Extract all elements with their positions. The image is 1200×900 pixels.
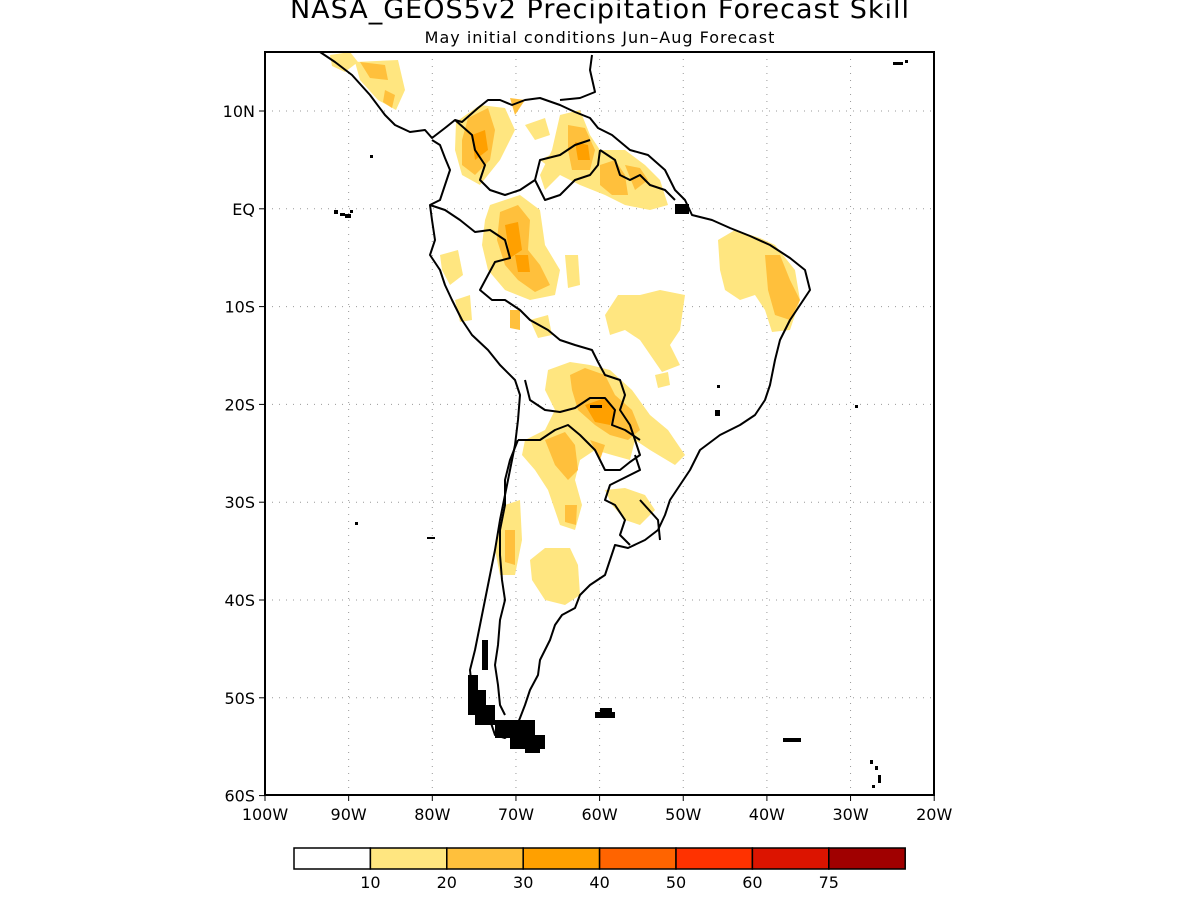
legend-swatch bbox=[598, 847, 677, 870]
legend-label: 75 bbox=[819, 873, 839, 892]
legend-swatch bbox=[751, 847, 830, 870]
longitude-labels: 100W 90W 80W 70W 60W 50W 40W 30W 20W bbox=[242, 805, 953, 824]
islands bbox=[334, 60, 908, 788]
skill-shading bbox=[330, 52, 800, 605]
lat-tick-label: 20S bbox=[224, 395, 255, 414]
color-legend: 10 20 30 40 50 60 75 bbox=[293, 847, 906, 892]
lon-tick-label: 30W bbox=[832, 805, 868, 824]
legend-swatch bbox=[293, 847, 372, 870]
legend-label: 20 bbox=[437, 873, 457, 892]
lon-tick-label: 50W bbox=[665, 805, 701, 824]
legend-label: 30 bbox=[513, 873, 533, 892]
legend-swatch bbox=[446, 847, 524, 870]
legend-swatch bbox=[369, 847, 448, 870]
lon-tick-label: 60W bbox=[582, 805, 618, 824]
legend-swatch bbox=[828, 847, 906, 870]
lon-tick-label: 100W bbox=[242, 805, 289, 824]
latitude-labels: 10N EQ 10S 20S 30S 40S 50S 60S bbox=[223, 102, 255, 806]
legend-swatch bbox=[522, 847, 601, 870]
legend-label: 40 bbox=[589, 873, 609, 892]
lon-tick-label: 90W bbox=[331, 805, 367, 824]
lat-tick-label: 50S bbox=[224, 689, 255, 708]
lon-tick-label: 20W bbox=[916, 805, 952, 824]
map-subtitle: May initial conditions Jun–Aug Forecast bbox=[424, 28, 776, 47]
lat-tick-label: 10S bbox=[224, 298, 255, 317]
legend-swatch bbox=[675, 847, 754, 870]
lat-tick-label: 40S bbox=[224, 591, 255, 610]
lon-tick-label: 70W bbox=[498, 805, 534, 824]
coastline bbox=[319, 51, 811, 739]
axis-ticks bbox=[259, 110, 935, 801]
legend-label: 50 bbox=[666, 873, 686, 892]
legend-label: 10 bbox=[360, 873, 380, 892]
lon-tick-label: 40W bbox=[749, 805, 785, 824]
map-title: NASA_GEOS5v2 Precipitation Forecast Skil… bbox=[289, 0, 911, 25]
lon-tick-label: 80W bbox=[414, 805, 450, 824]
legend-label: 60 bbox=[742, 873, 762, 892]
lat-tick-label: EQ bbox=[232, 200, 255, 219]
lat-tick-label: 30S bbox=[224, 493, 255, 512]
lat-tick-label: 10N bbox=[223, 102, 255, 121]
lat-tick-label: 60S bbox=[224, 787, 255, 806]
